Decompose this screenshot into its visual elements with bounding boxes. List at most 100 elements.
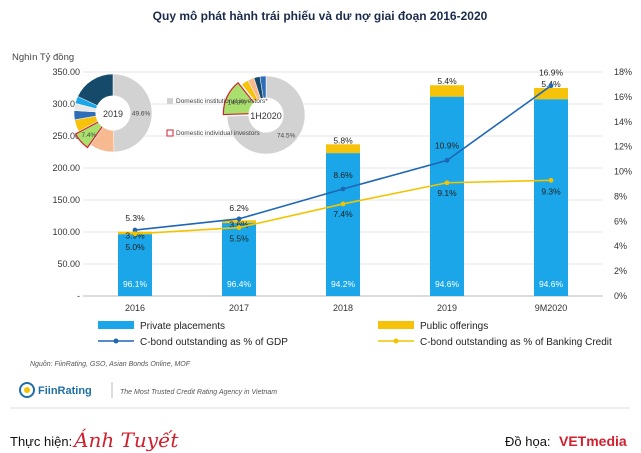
cbond-credit-point [340, 201, 346, 207]
y-tick-label: 50.00 [57, 259, 80, 269]
cbond-gdp-label: 10.9% [435, 140, 460, 150]
y-tick-label: 350.00 [52, 67, 80, 77]
legend-marker-credit [393, 338, 399, 344]
x-axis-ticks: 2016 2017 2018 2019 9M2020 [125, 303, 567, 313]
bar-label-public: 5.8% [333, 135, 353, 145]
cbond-gdp-label: 5.3% [125, 213, 145, 223]
cbond-credit-label: 7.4% [333, 209, 353, 219]
cbond-gdp-point [548, 83, 554, 89]
bar-label-private: 94.6% [435, 279, 460, 289]
bar-label-private: 94.2% [331, 279, 356, 289]
y-axis-label: Nghìn Tỷ đồng [12, 52, 74, 63]
cbond-gdp-point [340, 186, 346, 192]
pie-legend: Domestic institutional investors* Domest… [166, 98, 268, 137]
bar-label-public: 3.6% [229, 219, 249, 229]
source-note: Nguồn: FiinRating, GSO, Asian Bonds Onli… [30, 359, 191, 368]
legend-cbond-gdp: C-bond outstanding as % of GDP [140, 337, 288, 348]
chart-legend: Private placements Public offerings C-bo… [98, 321, 612, 348]
y2-tick-label: 6% [614, 216, 627, 226]
legend-swatch-private [98, 321, 134, 329]
cbond-credit-label: 5.5% [229, 234, 249, 244]
cbond-gdp-point [132, 227, 138, 233]
cbond-credit-point [444, 180, 450, 186]
cbond-credit-label: 9.1% [437, 188, 457, 198]
y2-tick-label: 14% [614, 117, 632, 127]
y2-tick-label: 4% [614, 241, 627, 251]
pie-legend-label-institutional: Domestic institutional investors* [176, 98, 268, 105]
pie-hole [95, 95, 131, 131]
cbond-gdp-label: 6.2% [229, 203, 249, 213]
bar-public-offerings [534, 87, 568, 100]
cbond-credit-point [548, 177, 554, 183]
brand-logo: FiinRating The Most Trusted Credit Ratin… [19, 382, 277, 398]
cbond-gdp-point [236, 216, 242, 222]
bar-private-placements [430, 96, 464, 296]
y2-axis-ticks: 0% 2% 4% 6% 8% 10% 12% 14% 16% 18% [614, 67, 632, 301]
vetmedia-logo [557, 431, 633, 450]
bar-public-offerings [326, 144, 360, 154]
bar-public-offerings [222, 220, 256, 224]
bar-series: 96.1%3.9%96.4%3.6%94.2%5.8%94.6%5.4%94.6… [118, 76, 568, 296]
pie-legend-swatch-individual [166, 129, 174, 137]
y2-tick-label: 16% [614, 92, 632, 102]
x-tick-label: 2016 [125, 303, 145, 313]
pie-legend-swatch-institutional [167, 98, 173, 104]
cbond-gdp-point [444, 157, 450, 163]
y2-tick-label: 10% [614, 167, 632, 177]
legend-marker-gdp [113, 338, 119, 344]
bar-private-placements [534, 99, 568, 296]
author-name: Ánh Tuyết [72, 428, 179, 452]
x-tick-label: 2017 [229, 303, 249, 313]
bar-label-private: 94.6% [539, 279, 564, 289]
y-axis-ticks: - 50.00 100.00 150.00 200.00 250.00 300.00 350.… [52, 67, 80, 301]
legend-public-offerings: Public offerings [420, 321, 488, 332]
cbond-credit-label: 9.3% [541, 186, 561, 196]
cbond-credit-point [236, 225, 242, 230]
pie-charts: 49.6% 7.4% 2019 74.5% 14.8%1H2020 [73, 73, 306, 155]
y-tick-label: 200.00 [52, 163, 80, 173]
y2-tick-label: 2% [614, 266, 627, 276]
bar-label-private: 96.4% [227, 279, 252, 289]
x-tick-label: 2018 [333, 303, 353, 313]
pie-slice [112, 73, 153, 153]
y-tick-label: - [77, 291, 80, 301]
y2-tick-label: 18% [614, 67, 632, 77]
pie-slice-label: 74.5% [277, 133, 296, 140]
legend-swatch-public [378, 321, 414, 329]
brand-tagline: The Most Trusted Credit Rating Agency in… [120, 389, 277, 396]
bar-private-placements [222, 223, 256, 296]
y2-tick-label: 12% [614, 142, 632, 152]
fiinrating-logo-dot [24, 387, 30, 393]
y2-tick-label: 0% [614, 291, 627, 301]
pie-slice-label: 14.8% [228, 100, 247, 107]
y2-tick-label: 8% [614, 191, 627, 201]
bar-private-placements [326, 153, 360, 296]
cbond-credit-point [132, 231, 138, 237]
pie-slice-label: 49.6% [132, 111, 151, 118]
pie-center-label: 1H2020 [250, 111, 282, 121]
pie-legend-label-individual: Domestic individual investors [176, 130, 261, 137]
y-tick-label: 300.00 [52, 99, 80, 109]
legend-cbond-credit: C-bond outstanding as % of Banking Credi… [420, 337, 612, 348]
cbond-gdp-label: 16.9% [539, 68, 564, 78]
pie-center-label: 2019 [103, 109, 123, 119]
bar-label-public: 5.4% [437, 76, 457, 86]
chart-title: Quy mô phát hành trái phiếu và dư nợ gia… [153, 9, 488, 23]
bar-public-offerings [430, 85, 464, 97]
design-label: Đồ họa: [505, 434, 551, 449]
pie-slice-label: 7.4% [82, 132, 97, 139]
author-label: Thực hiện: [10, 434, 72, 449]
bar-label-private: 96.1% [123, 279, 148, 289]
legend-private-placements: Private placements [140, 321, 225, 332]
pie-hole [248, 97, 284, 133]
vetmedia-wordmark: VETmedia [559, 433, 627, 449]
fiinrating-name: FiinRating [38, 385, 92, 397]
bar-private-placements [118, 234, 152, 296]
cbond-credit-label: 5.0% [125, 242, 145, 252]
fiinrating-logo-icon [19, 382, 35, 398]
x-tick-label: 9M2020 [535, 303, 568, 313]
y-tick-label: 150.00 [52, 195, 80, 205]
y-tick-label: 250.00 [52, 131, 80, 141]
x-tick-label: 2019 [437, 303, 457, 313]
